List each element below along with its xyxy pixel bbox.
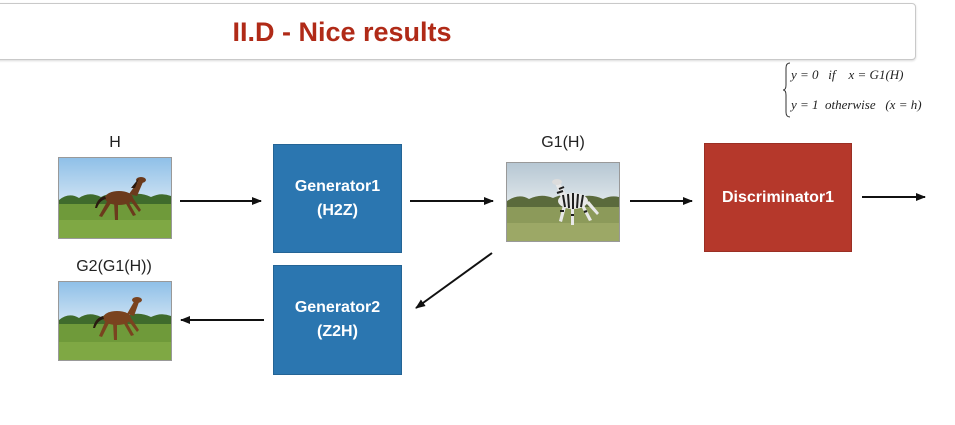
g1-output-label: G1(H) bbox=[541, 134, 585, 151]
horse-photo bbox=[58, 157, 172, 239]
generator1-mapping: (H2Z) bbox=[317, 201, 358, 219]
arrow-output-to-generator2 bbox=[415, 252, 493, 309]
generator2-block: Generator2 (Z2H) bbox=[273, 265, 402, 375]
equation-line-1: y = 0 if x = G1(H) bbox=[791, 67, 904, 82]
discriminator1-block: Discriminator1 bbox=[704, 143, 852, 252]
slide-title: II.D - Nice results bbox=[232, 17, 452, 47]
generator1-block: Generator1 (H2Z) bbox=[273, 144, 402, 253]
reconstructed-horse-photo bbox=[58, 281, 172, 361]
discriminator1-name: Discriminator1 bbox=[721, 188, 835, 206]
equation-line-2: y = 1 otherwise (x = h) bbox=[791, 97, 922, 112]
generator2-name: Generator2 bbox=[294, 299, 381, 316]
zebra-photo bbox=[506, 162, 620, 242]
generator2-mapping: (Z2H) bbox=[317, 323, 358, 340]
discriminator-equation: y = 0 if x = G1(H) y = 1 otherwise (x = … bbox=[783, 62, 955, 120]
title-bar: II.D - Nice results bbox=[0, 3, 916, 60]
equation-brace bbox=[783, 62, 791, 118]
reconstruction-label: G2(G1(H)) bbox=[76, 258, 152, 275]
generator1-name: Generator1 bbox=[294, 177, 381, 195]
input-label: H bbox=[109, 134, 121, 151]
